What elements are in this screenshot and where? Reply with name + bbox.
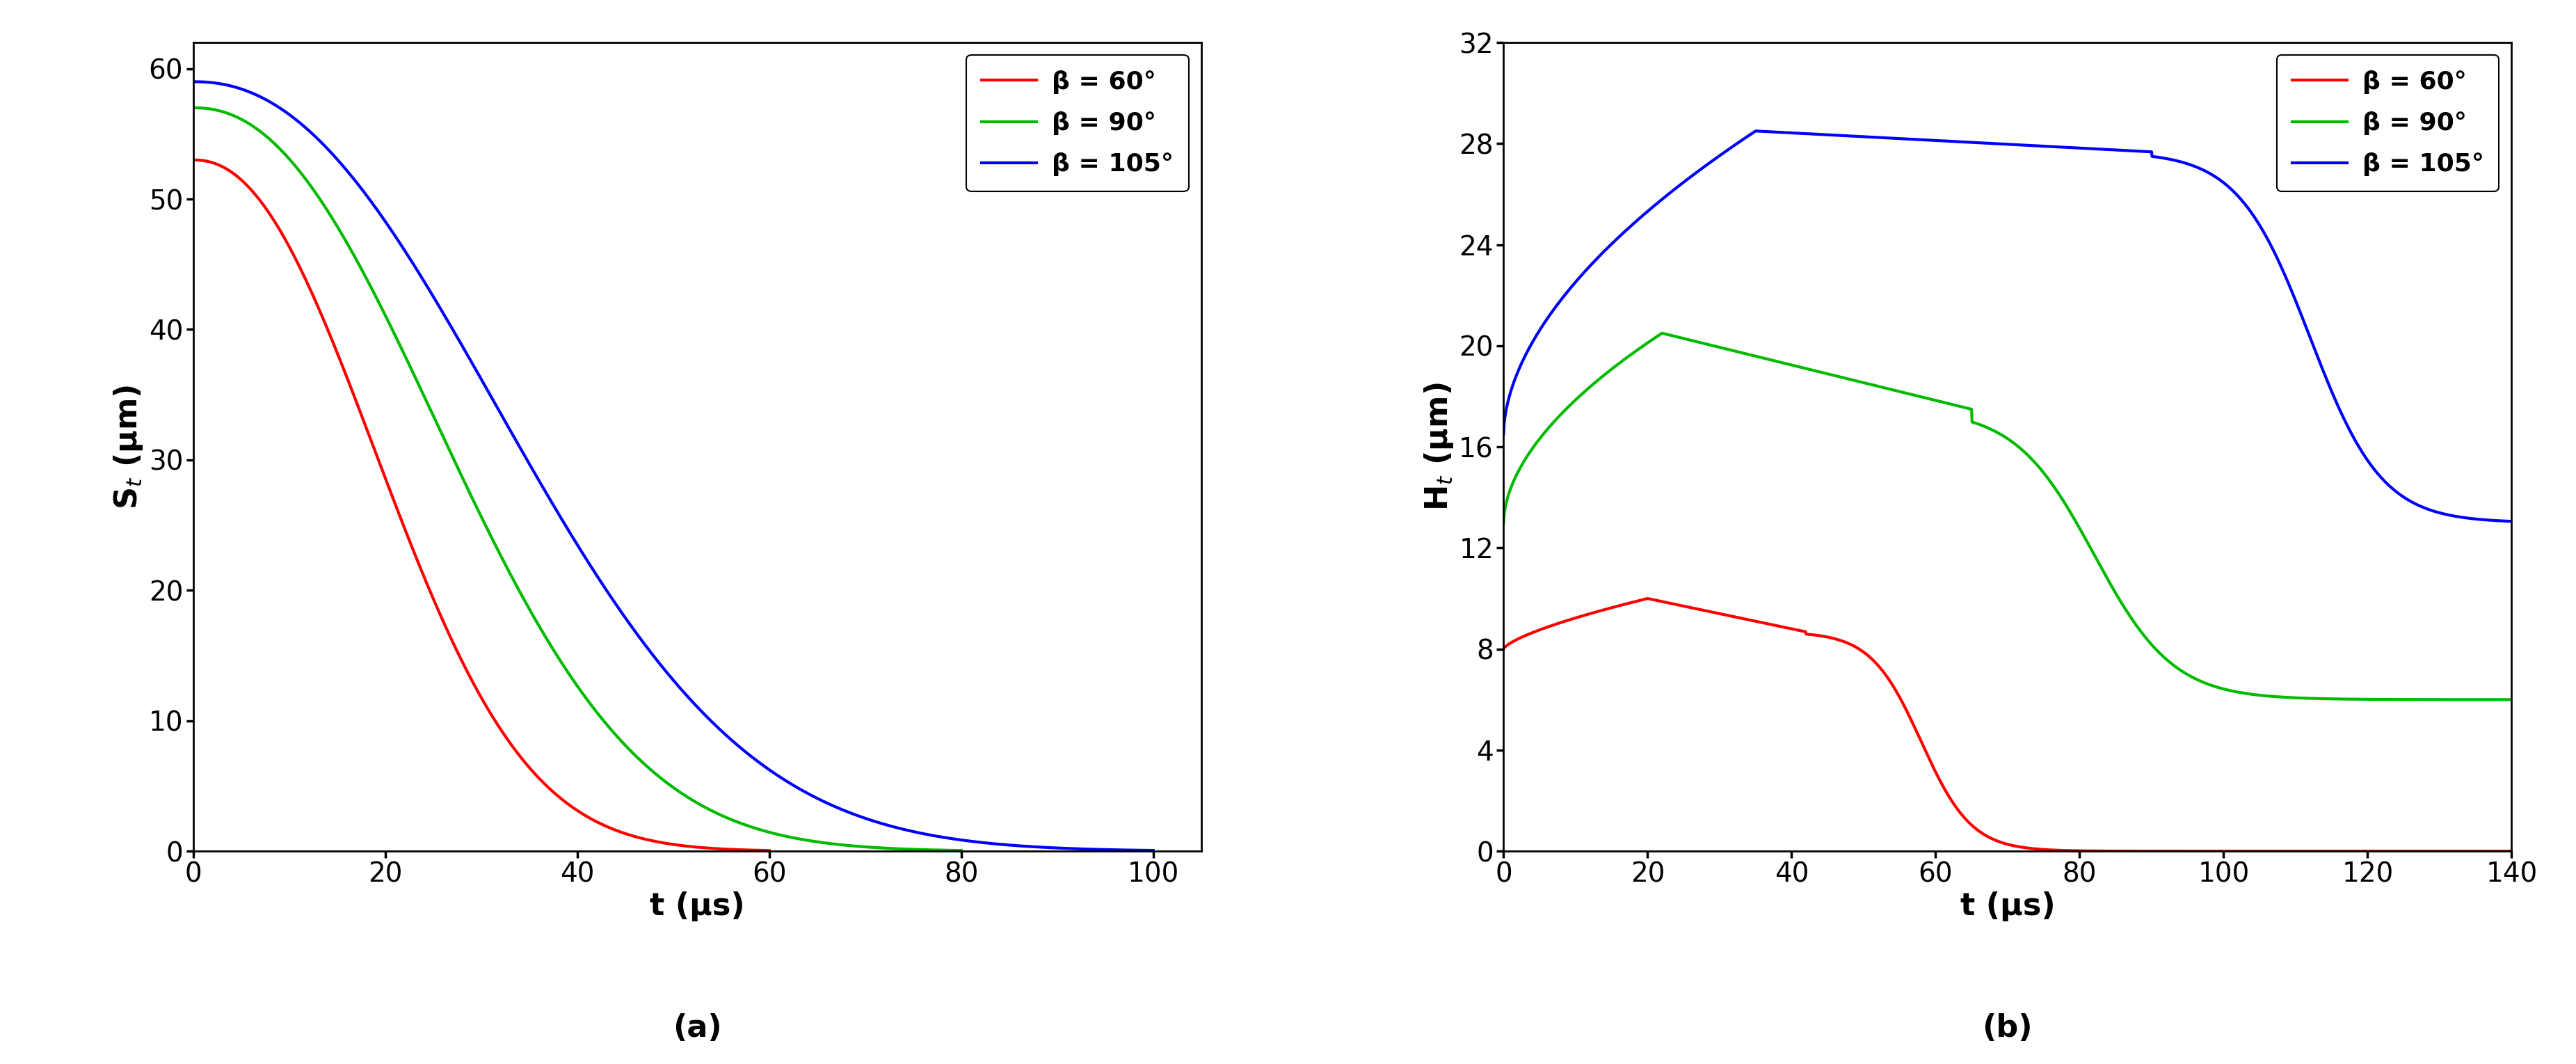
- β = 90°: [783, 832, 814, 845]
- β = 60°: [1953, 815, 1984, 828]
- β = 60°: [737, 844, 768, 857]
- β = 90°: [216, 109, 247, 121]
- β = 60°: [1540, 618, 1571, 631]
- X-axis label: t (μs): t (μs): [1960, 892, 2056, 921]
- Line: β = 90°: β = 90°: [1504, 333, 2512, 699]
- β = 60°: [1978, 833, 2009, 846]
- β = 90°: [1953, 402, 1984, 415]
- Line: β = 105°: β = 105°: [1504, 131, 2512, 521]
- β = 105°: [933, 832, 963, 845]
- β = 60°: [2468, 845, 2499, 858]
- β = 60°: [2468, 845, 2499, 858]
- Text: (b): (b): [1984, 1013, 2032, 1043]
- β = 105°: [618, 625, 649, 637]
- β = 105°: [1953, 136, 1984, 149]
- β = 60°: [1633, 593, 1664, 605]
- β = 105°: [178, 76, 209, 88]
- β = 105°: [1139, 844, 1170, 857]
- β = 105°: [227, 83, 258, 96]
- Legend: β = 60°, β = 90°, β = 105°: β = 60°, β = 90°, β = 105°: [966, 55, 1188, 192]
- Y-axis label: H$_t$ (μm): H$_t$ (μm): [1422, 383, 1455, 511]
- β = 90°: [2468, 693, 2499, 705]
- β = 60°: [459, 677, 489, 689]
- β = 60°: [178, 153, 209, 166]
- β = 90°: [1540, 414, 1571, 427]
- β = 60°: [443, 647, 474, 660]
- β = 105°: [1489, 428, 1520, 440]
- β = 105°: [1110, 844, 1141, 857]
- Y-axis label: S$_t$ (μm): S$_t$ (μm): [111, 384, 144, 510]
- β = 90°: [1646, 327, 1677, 339]
- Legend: β = 60°, β = 90°, β = 105°: β = 60°, β = 90°, β = 105°: [2277, 55, 2499, 192]
- β = 90°: [922, 844, 953, 857]
- β = 60°: [1489, 643, 1520, 655]
- β = 105°: [644, 658, 675, 670]
- β = 90°: [551, 664, 582, 677]
- β = 90°: [531, 632, 562, 645]
- β = 60°: [206, 161, 237, 173]
- β = 105°: [1741, 124, 1772, 137]
- Line: β = 105°: β = 105°: [193, 82, 1154, 850]
- β = 90°: [922, 844, 953, 857]
- Text: (a): (a): [672, 1013, 721, 1043]
- β = 90°: [945, 844, 976, 857]
- β = 90°: [178, 101, 209, 114]
- β = 105°: [2496, 515, 2527, 528]
- β = 105°: [2282, 300, 2313, 313]
- β = 90°: [2468, 693, 2499, 705]
- Line: β = 60°: β = 60°: [1504, 599, 2512, 851]
- X-axis label: t (μs): t (μs): [649, 892, 744, 921]
- β = 90°: [1489, 516, 1520, 529]
- β = 105°: [2468, 513, 2499, 526]
- β = 90°: [2282, 692, 2313, 704]
- Line: β = 90°: β = 90°: [193, 107, 961, 850]
- β = 60°: [2282, 845, 2313, 858]
- Line: β = 60°: β = 60°: [193, 160, 770, 850]
- β = 105°: [1540, 301, 1571, 314]
- β = 60°: [2496, 845, 2527, 858]
- β = 105°: [1978, 137, 2009, 150]
- β = 105°: [2468, 513, 2499, 526]
- β = 60°: [631, 833, 662, 846]
- β = 60°: [737, 844, 768, 857]
- β = 90°: [2496, 693, 2527, 705]
- β = 105°: [1110, 844, 1141, 857]
- β = 90°: [1978, 425, 2009, 437]
- β = 60°: [755, 844, 786, 857]
